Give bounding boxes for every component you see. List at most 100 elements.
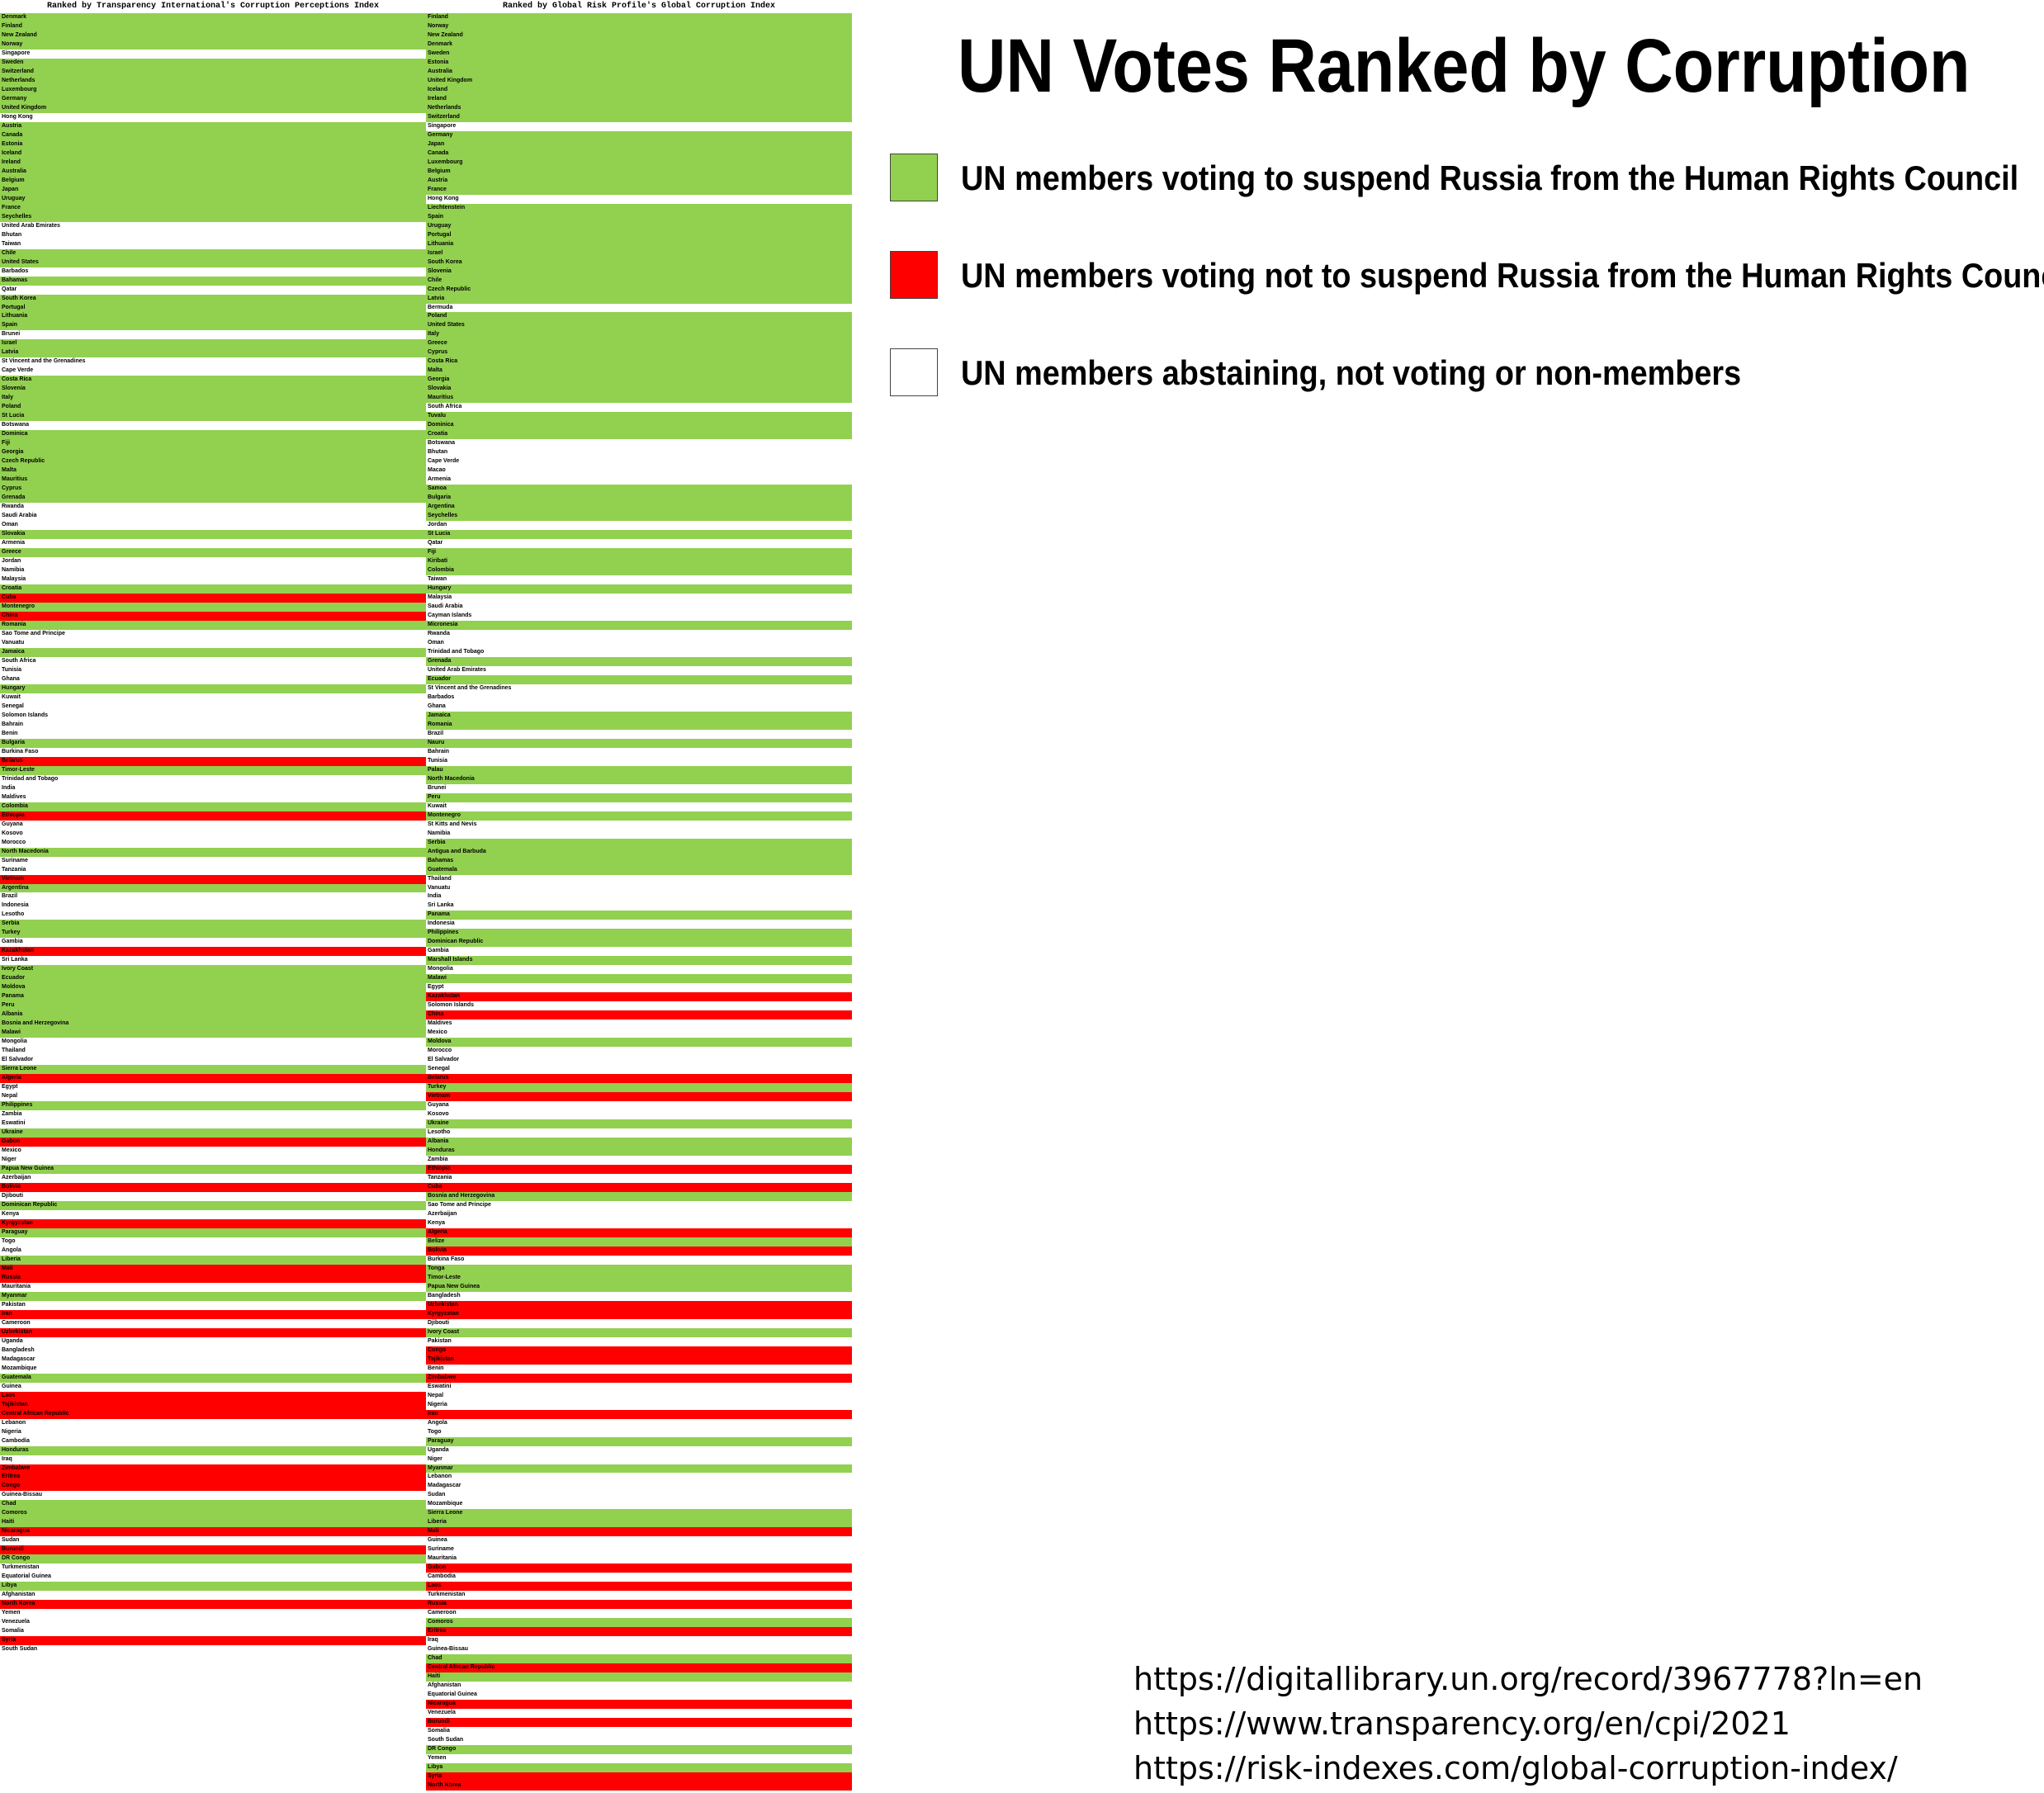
country-row: Moldova <box>426 1038 852 1048</box>
country-row: Marshall Islands <box>426 956 852 966</box>
country-row: Cambodia <box>426 1573 852 1582</box>
country-row: Sri Lanka <box>0 956 426 966</box>
country-row: New Zealand <box>0 31 426 40</box>
country-row: Namibia <box>426 829 852 839</box>
country-row: Mozambique <box>0 1364 426 1374</box>
country-row: North Macedonia <box>426 774 852 784</box>
country-row: Myanmar <box>0 1291 426 1301</box>
country-row: Japan <box>426 140 852 149</box>
country-row: Zimbabwe <box>0 1464 426 1474</box>
country-row: Iraq <box>426 1636 852 1646</box>
country-row: Sweden <box>426 49 852 59</box>
country-row: Venezuela <box>426 1709 852 1719</box>
country-row: Guinea <box>426 1536 852 1546</box>
country-row: Dominican Republic <box>426 938 852 948</box>
legend-label: UN members voting not to suspend Russia … <box>961 256 2044 295</box>
country-row: Papua New Guinea <box>426 1282 852 1292</box>
country-row: Colombia <box>426 566 852 576</box>
country-row: Bhutan <box>0 230 426 240</box>
country-row: DR Congo <box>0 1554 426 1564</box>
country-row: Maldives <box>426 1020 852 1029</box>
country-row: Zimbabwe <box>426 1373 852 1383</box>
country-row: Honduras <box>426 1147 852 1157</box>
country-row: North Korea <box>0 1600 426 1610</box>
country-row: Costa Rica <box>426 357 852 367</box>
country-row: Oman <box>426 638 852 648</box>
country-row: Tunisia <box>0 665 426 675</box>
country-row: Comoros <box>426 1618 852 1628</box>
country-row: United States <box>426 321 852 331</box>
country-row: South Sudan <box>426 1736 852 1746</box>
country-row: Mauritania <box>0 1282 426 1292</box>
country-row: Somalia <box>0 1627 426 1637</box>
country-row: Guinea-Bissau <box>426 1645 852 1655</box>
country-row: Cameroon <box>426 1609 852 1619</box>
country-row: Burundi <box>0 1545 426 1555</box>
country-row: Canada <box>0 130 426 140</box>
country-row: Burkina Faso <box>0 747 426 757</box>
country-row: New Zealand <box>426 31 852 40</box>
legend-swatch <box>890 251 938 299</box>
country-row: Azerbaijan <box>426 1209 852 1219</box>
country-row: Czech Republic <box>0 457 426 467</box>
country-row: Turkmenistan <box>0 1564 426 1573</box>
country-row: Panama <box>426 911 852 920</box>
country-row: Mauritania <box>426 1554 852 1564</box>
country-row: El Salvador <box>426 1056 852 1066</box>
country-row: Mali <box>0 1264 426 1274</box>
country-row: Germany <box>0 94 426 104</box>
country-row: Switzerland <box>0 67 426 77</box>
country-row: Ethiopia <box>426 1165 852 1174</box>
country-row: Solomon Islands <box>426 1001 852 1011</box>
country-row: United Kingdom <box>0 103 426 113</box>
country-row: Fiji <box>426 548 852 558</box>
country-row: Algeria <box>426 1228 852 1237</box>
country-row: Kuwait <box>426 802 852 811</box>
country-row: Yemen <box>426 1754 852 1763</box>
country-row: Cyprus <box>426 348 852 358</box>
country-row: Chile <box>426 276 852 286</box>
country-row: Sierra Leone <box>0 1065 426 1075</box>
country-row: Kenya <box>0 1209 426 1219</box>
country-row: Laos <box>426 1582 852 1592</box>
country-row: Cuba <box>0 594 426 603</box>
country-row: Iceland <box>0 149 426 158</box>
country-row: Tunisia <box>426 756 852 766</box>
country-row: Cayman Islands <box>426 611 852 621</box>
country-row: Russia <box>0 1273 426 1283</box>
country-row: Ivory Coast <box>426 1327 852 1337</box>
country-row: Poland <box>0 403 426 413</box>
country-row: Bahamas <box>0 276 426 286</box>
country-row: Panama <box>0 992 426 1002</box>
country-row: Botswana <box>0 421 426 431</box>
country-row: Rwanda <box>426 629 852 639</box>
country-row: Nigeria <box>426 1400 852 1410</box>
country-row: Greece <box>0 548 426 558</box>
country-row: Turkey <box>0 929 426 939</box>
country-row: Qatar <box>426 539 852 549</box>
country-row: Dominica <box>426 421 852 431</box>
country-row: Bahrain <box>426 747 852 757</box>
country-row: St Kitts and Nevis <box>426 820 852 830</box>
country-row: St Vincent and the Grenadines <box>0 357 426 367</box>
country-row: Cyprus <box>0 485 426 494</box>
country-row: Sri Lanka <box>426 901 852 911</box>
country-row: El Salvador <box>0 1056 426 1066</box>
country-row: Comoros <box>0 1509 426 1519</box>
country-row: India <box>426 892 852 902</box>
country-row: Laos <box>0 1391 426 1401</box>
country-row: Australia <box>0 167 426 177</box>
country-row: Russia <box>426 1600 852 1610</box>
country-row: Burundi <box>426 1718 852 1728</box>
country-row: Saudi Arabia <box>426 602 852 612</box>
country-row: Taiwan <box>0 239 426 249</box>
country-row: Somalia <box>426 1727 852 1737</box>
country-row: Brazil <box>426 729 852 739</box>
country-row: Niger <box>426 1455 852 1464</box>
country-row: Guyana <box>0 820 426 830</box>
country-row: Ireland <box>0 158 426 168</box>
country-row: Qatar <box>0 285 426 295</box>
country-row: Togo <box>426 1427 852 1437</box>
country-row: Jordan <box>426 521 852 531</box>
country-row: Maldives <box>0 792 426 802</box>
